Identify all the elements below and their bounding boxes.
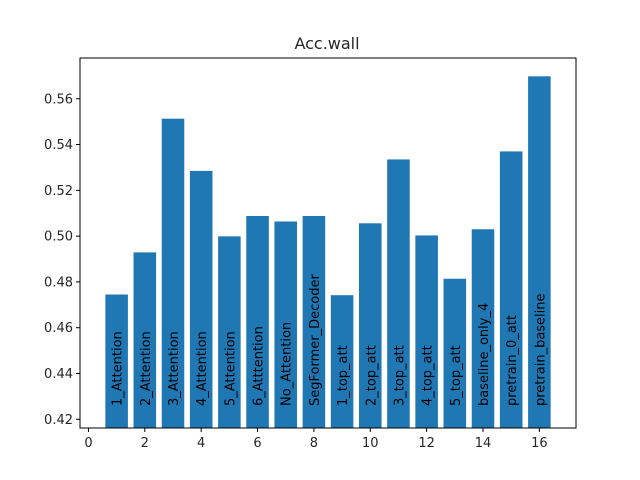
bar-label: 2_top_att: [364, 345, 379, 406]
y-axis: 0.42 0.44 0.46 0.48 0.50 0.52 0.54 0.56: [44, 92, 80, 428]
bar-label: No_Attention: [280, 322, 295, 406]
x-tick-label: 8: [310, 436, 318, 451]
y-tick-label: 0.42: [44, 413, 73, 428]
bar-label: 6_Atttention: [252, 326, 267, 406]
y-tick-label: 0.52: [44, 184, 73, 199]
bar: [387, 159, 410, 429]
bar: [528, 76, 551, 428]
y-tick-label: 0.50: [44, 230, 73, 245]
bar: [330, 295, 354, 428]
x-tick-label: 14: [475, 436, 492, 451]
bar-label: pretrain_0_att: [505, 315, 520, 406]
bar-label: 5_top_att: [449, 345, 464, 406]
bar: [274, 221, 297, 428]
bar-labels-group: 1_Attention 2_Attention 3_Attention 4_Atten…: [111, 274, 549, 406]
bar: [443, 278, 467, 428]
bar-label: 3_Attention: [167, 331, 182, 406]
y-tick-label: 0.48: [44, 275, 73, 290]
bar: [246, 215, 269, 428]
bar: [218, 236, 241, 428]
bar-label: 1_top_att: [336, 345, 351, 406]
chart-title: Acc.wall: [294, 34, 359, 53]
bar-label: SegFormer_Decoder: [308, 274, 323, 406]
x-tick-label: 10: [362, 436, 379, 451]
x-tick-label: 0: [84, 436, 92, 451]
y-tick-label: 0.54: [44, 138, 73, 153]
bar-label: 4_Attention: [195, 331, 210, 406]
bar: [499, 151, 523, 429]
bar: [415, 235, 438, 428]
y-tick-label: 0.46: [44, 321, 73, 336]
y-tick-label: 0.44: [44, 367, 73, 382]
x-tick-label: 4: [197, 436, 205, 451]
bar: [471, 229, 495, 428]
bar: [105, 294, 128, 428]
y-tick-label: 0.56: [44, 92, 73, 107]
plot-frame: [79, 57, 577, 429]
bar: [133, 252, 157, 428]
bar-label: baseline_only_4: [477, 303, 492, 406]
x-tick-label: 2: [141, 436, 149, 451]
x-tick-label: 12: [418, 436, 435, 451]
x-axis: 0 2 4 6 8 10 12 14 16: [84, 428, 548, 451]
bar: [359, 223, 382, 428]
bars-group: [105, 76, 551, 429]
bar-label: pretrain_baseline: [533, 293, 548, 406]
bar-label: 5_Attention: [223, 331, 238, 406]
bar-label: 4_top_att: [421, 345, 436, 406]
bar-label: 3_top_att: [392, 345, 407, 406]
bar: [189, 170, 213, 428]
bar-label: 1_Attention: [111, 331, 126, 406]
bar-label: 2_Attention: [139, 331, 154, 406]
x-tick-label: 16: [531, 436, 548, 451]
bar: [302, 215, 326, 428]
x-tick-label: 6: [253, 436, 261, 451]
bar: [161, 118, 185, 429]
